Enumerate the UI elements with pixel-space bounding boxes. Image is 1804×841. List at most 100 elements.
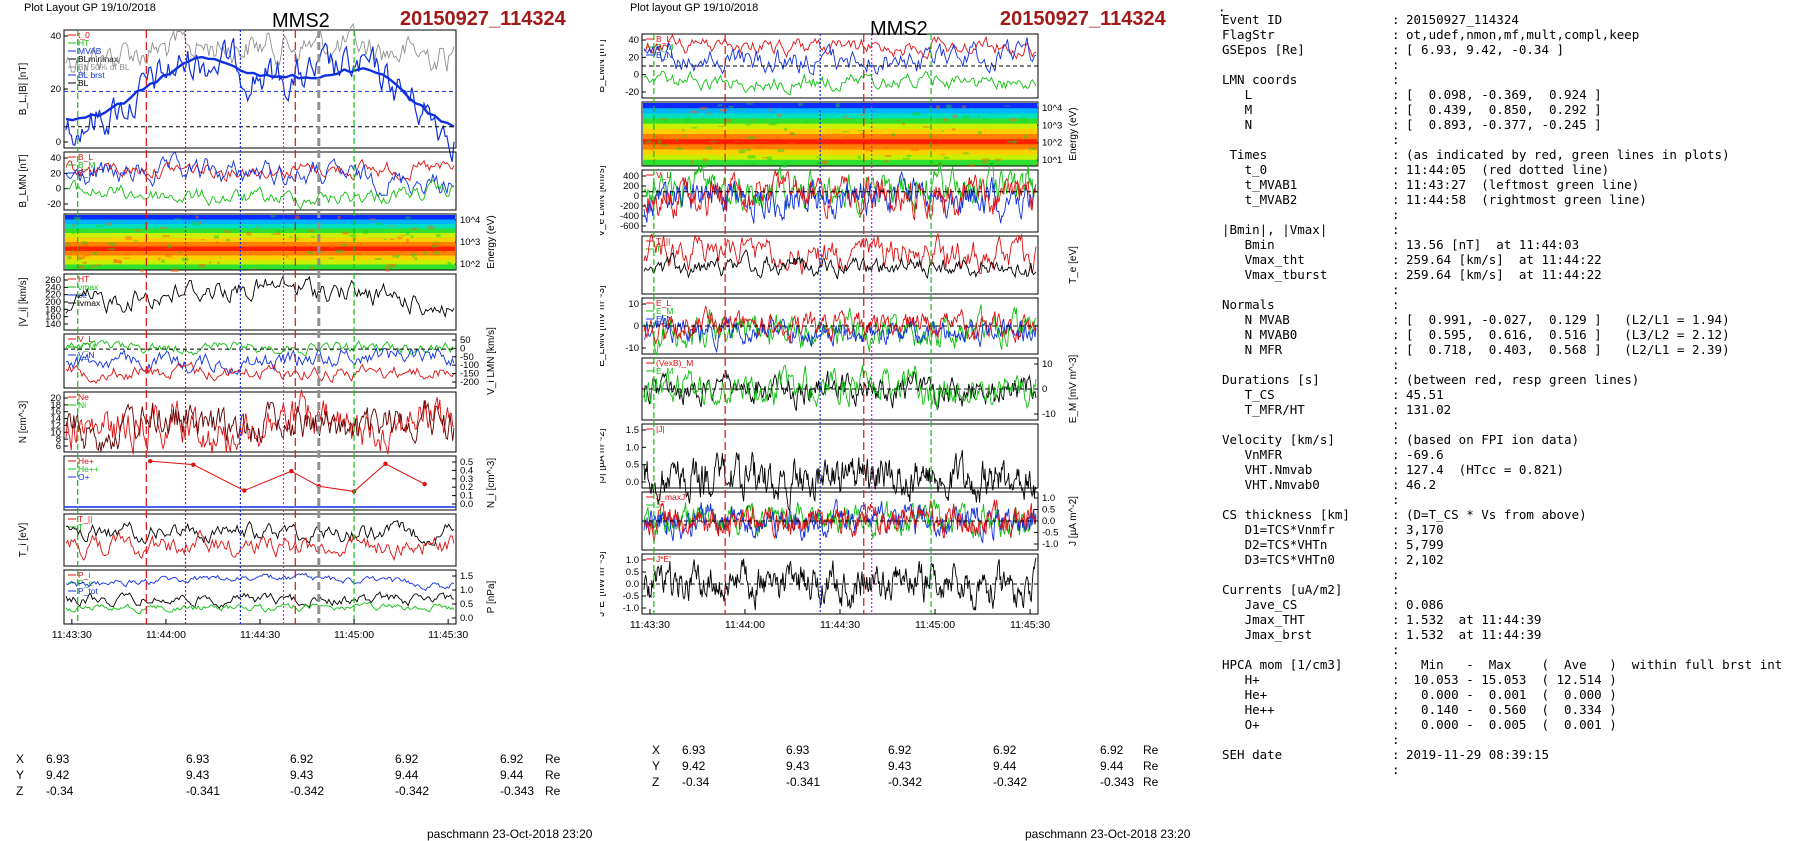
panel-tick-label: -0.5: [1042, 528, 1058, 539]
pos-value: 9.43: [290, 768, 314, 782]
info-row: N MFR: [ 0.718, 0.403, 0.568 ] (L2/L1 = 2…: [1222, 342, 1782, 357]
panel-tick-label: 0.5: [626, 567, 639, 578]
info-colon: :: [1392, 582, 1400, 597]
series-line: [643, 304, 1037, 356]
spectrogram-speck: [342, 231, 349, 235]
spectrogram-band: [643, 134, 1037, 140]
spectrogram-speck: [751, 162, 756, 166]
info-value: 13.56 [nT] at 11:44:03: [1406, 237, 1580, 252]
spectrogram-speck: [1007, 140, 1015, 143]
pos-row-label: Y: [16, 768, 25, 782]
info-colon: :: [1392, 357, 1400, 372]
info-key: Vmax_tht: [1222, 252, 1305, 267]
spectrogram-speck: [349, 234, 357, 237]
panel-tick-label: 0: [56, 137, 61, 148]
info-row: |Bmin|, |Vmax|:: [1222, 222, 1782, 237]
info-key: GSEpos [Re]: [1222, 42, 1305, 57]
info-colon: :: [1392, 162, 1400, 177]
spectrogram-speck: [952, 114, 958, 119]
panel-tick-label: 1.5: [626, 425, 639, 436]
pos-value: -0.341: [786, 775, 821, 789]
pos-value: 6.92: [993, 743, 1017, 757]
info-top-colon: :: [1218, 4, 1226, 19]
spectrogram-speck: [719, 109, 728, 112]
spectrogram-speck: [700, 107, 708, 110]
info-colon: :: [1392, 72, 1400, 87]
info-value: [ 0.595, 0.616, 0.516 ] (L3/L2 = 2.12): [1406, 327, 1730, 342]
spectrogram-speck: [738, 149, 746, 154]
panel-tick-label: 40: [628, 35, 639, 46]
spectrogram-speck: [1016, 137, 1019, 140]
spectrogram-speck: [951, 128, 956, 131]
spectrogram-speck: [87, 266, 90, 269]
spectrogram-speck: [133, 240, 138, 242]
pos-value: 9.43: [186, 768, 210, 782]
spectrogram-speck: [385, 268, 390, 272]
spectrogram-speck: [170, 268, 179, 272]
info-value: 11:44:05 (red dotted line): [1406, 162, 1610, 177]
time-tick-label: 11:45:30: [1010, 619, 1050, 631]
pos-row-label: Y: [652, 759, 661, 773]
spectrogram-speck: [815, 161, 821, 165]
spectrogram-speck: [414, 257, 417, 261]
info-key: O+: [1222, 717, 1260, 732]
legend-label: E_M: [656, 306, 673, 316]
pos-value: -0.342: [395, 784, 430, 798]
info-colon: :: [1392, 222, 1400, 237]
info-colon: :: [1392, 672, 1400, 687]
info-row: :: [1222, 57, 1782, 72]
spectrogram-speck: [342, 243, 347, 247]
series-line: [643, 232, 1037, 275]
series-line: [643, 499, 1037, 539]
spectrogram-speck: [255, 226, 261, 228]
info-key: [1222, 492, 1392, 507]
spectrogram-speck: [96, 225, 105, 227]
spectrogram-speck: [66, 242, 70, 247]
info-key: [1222, 132, 1392, 147]
info-row: VHT.Nmvab:127.4 (HTcc = 0.821): [1222, 462, 1782, 477]
panel-tick-label: 0.0: [1042, 516, 1055, 527]
legend-label: BL: [78, 78, 89, 88]
panel-ylabel: N [cm^-3]: [18, 401, 29, 444]
spectrogram-speck: [82, 255, 90, 257]
info-value: 2019-11-29 08:39:15: [1406, 747, 1549, 762]
info-row: Currents [uA/m2]:: [1222, 582, 1782, 597]
spectrogram-speck: [113, 259, 118, 263]
mid-event-title: 20150927_114324: [1000, 8, 1166, 30]
series-line: [65, 520, 455, 546]
spectrogram-band: [65, 255, 455, 261]
pos-value: 6.92: [888, 743, 912, 757]
spectrogram-band: [643, 154, 1037, 161]
info-key: Currents [uA/m2]: [1222, 582, 1343, 597]
panel-tick-label: 0.5: [460, 599, 473, 610]
spectrogram-speck: [294, 215, 300, 220]
time-tick-label: 11:44:00: [725, 619, 765, 631]
spectrogram-speck: [798, 103, 803, 106]
panel-tick-label: 40: [50, 31, 61, 42]
spectrogram-speck: [158, 257, 161, 261]
info-key: Jmax_THT: [1222, 612, 1305, 627]
spectrogram-speck: [309, 266, 313, 269]
spectrogram-speck: [111, 244, 115, 247]
spectrogram-speck: [946, 104, 952, 109]
panel-frame: [641, 101, 1039, 167]
info-row: Vmax_tht:259.64 [km/s] at 11:44:22: [1222, 252, 1782, 267]
info-value: 0.000 - 0.001 ( 0.000 ): [1406, 687, 1617, 702]
spectrogram-speck: [982, 158, 990, 161]
info-row: VnMFR: -69.6: [1222, 447, 1782, 462]
spectrogram-speck: [275, 230, 284, 233]
legend-label: MVAB: [78, 46, 102, 56]
info-row: :: [1222, 762, 1782, 777]
spectrogram-speck: [387, 263, 396, 268]
info-row: CS thickness [km]: (D=T_CS * Vs from abov…: [1222, 507, 1782, 522]
panel-tick-label: -50: [460, 352, 474, 363]
spectrogram-speck: [1020, 117, 1027, 122]
spectrogram-speck: [705, 147, 713, 150]
spectrogram-speck: [432, 243, 441, 246]
info-value: (based on FPI ion data): [1406, 432, 1580, 447]
spectrogram-speck: [654, 135, 659, 138]
legend-label: BLminmax: [78, 54, 119, 64]
series-line: [65, 389, 455, 455]
panel-tick-label: 8: [56, 434, 61, 445]
panel-tick-label: 180: [45, 304, 61, 315]
